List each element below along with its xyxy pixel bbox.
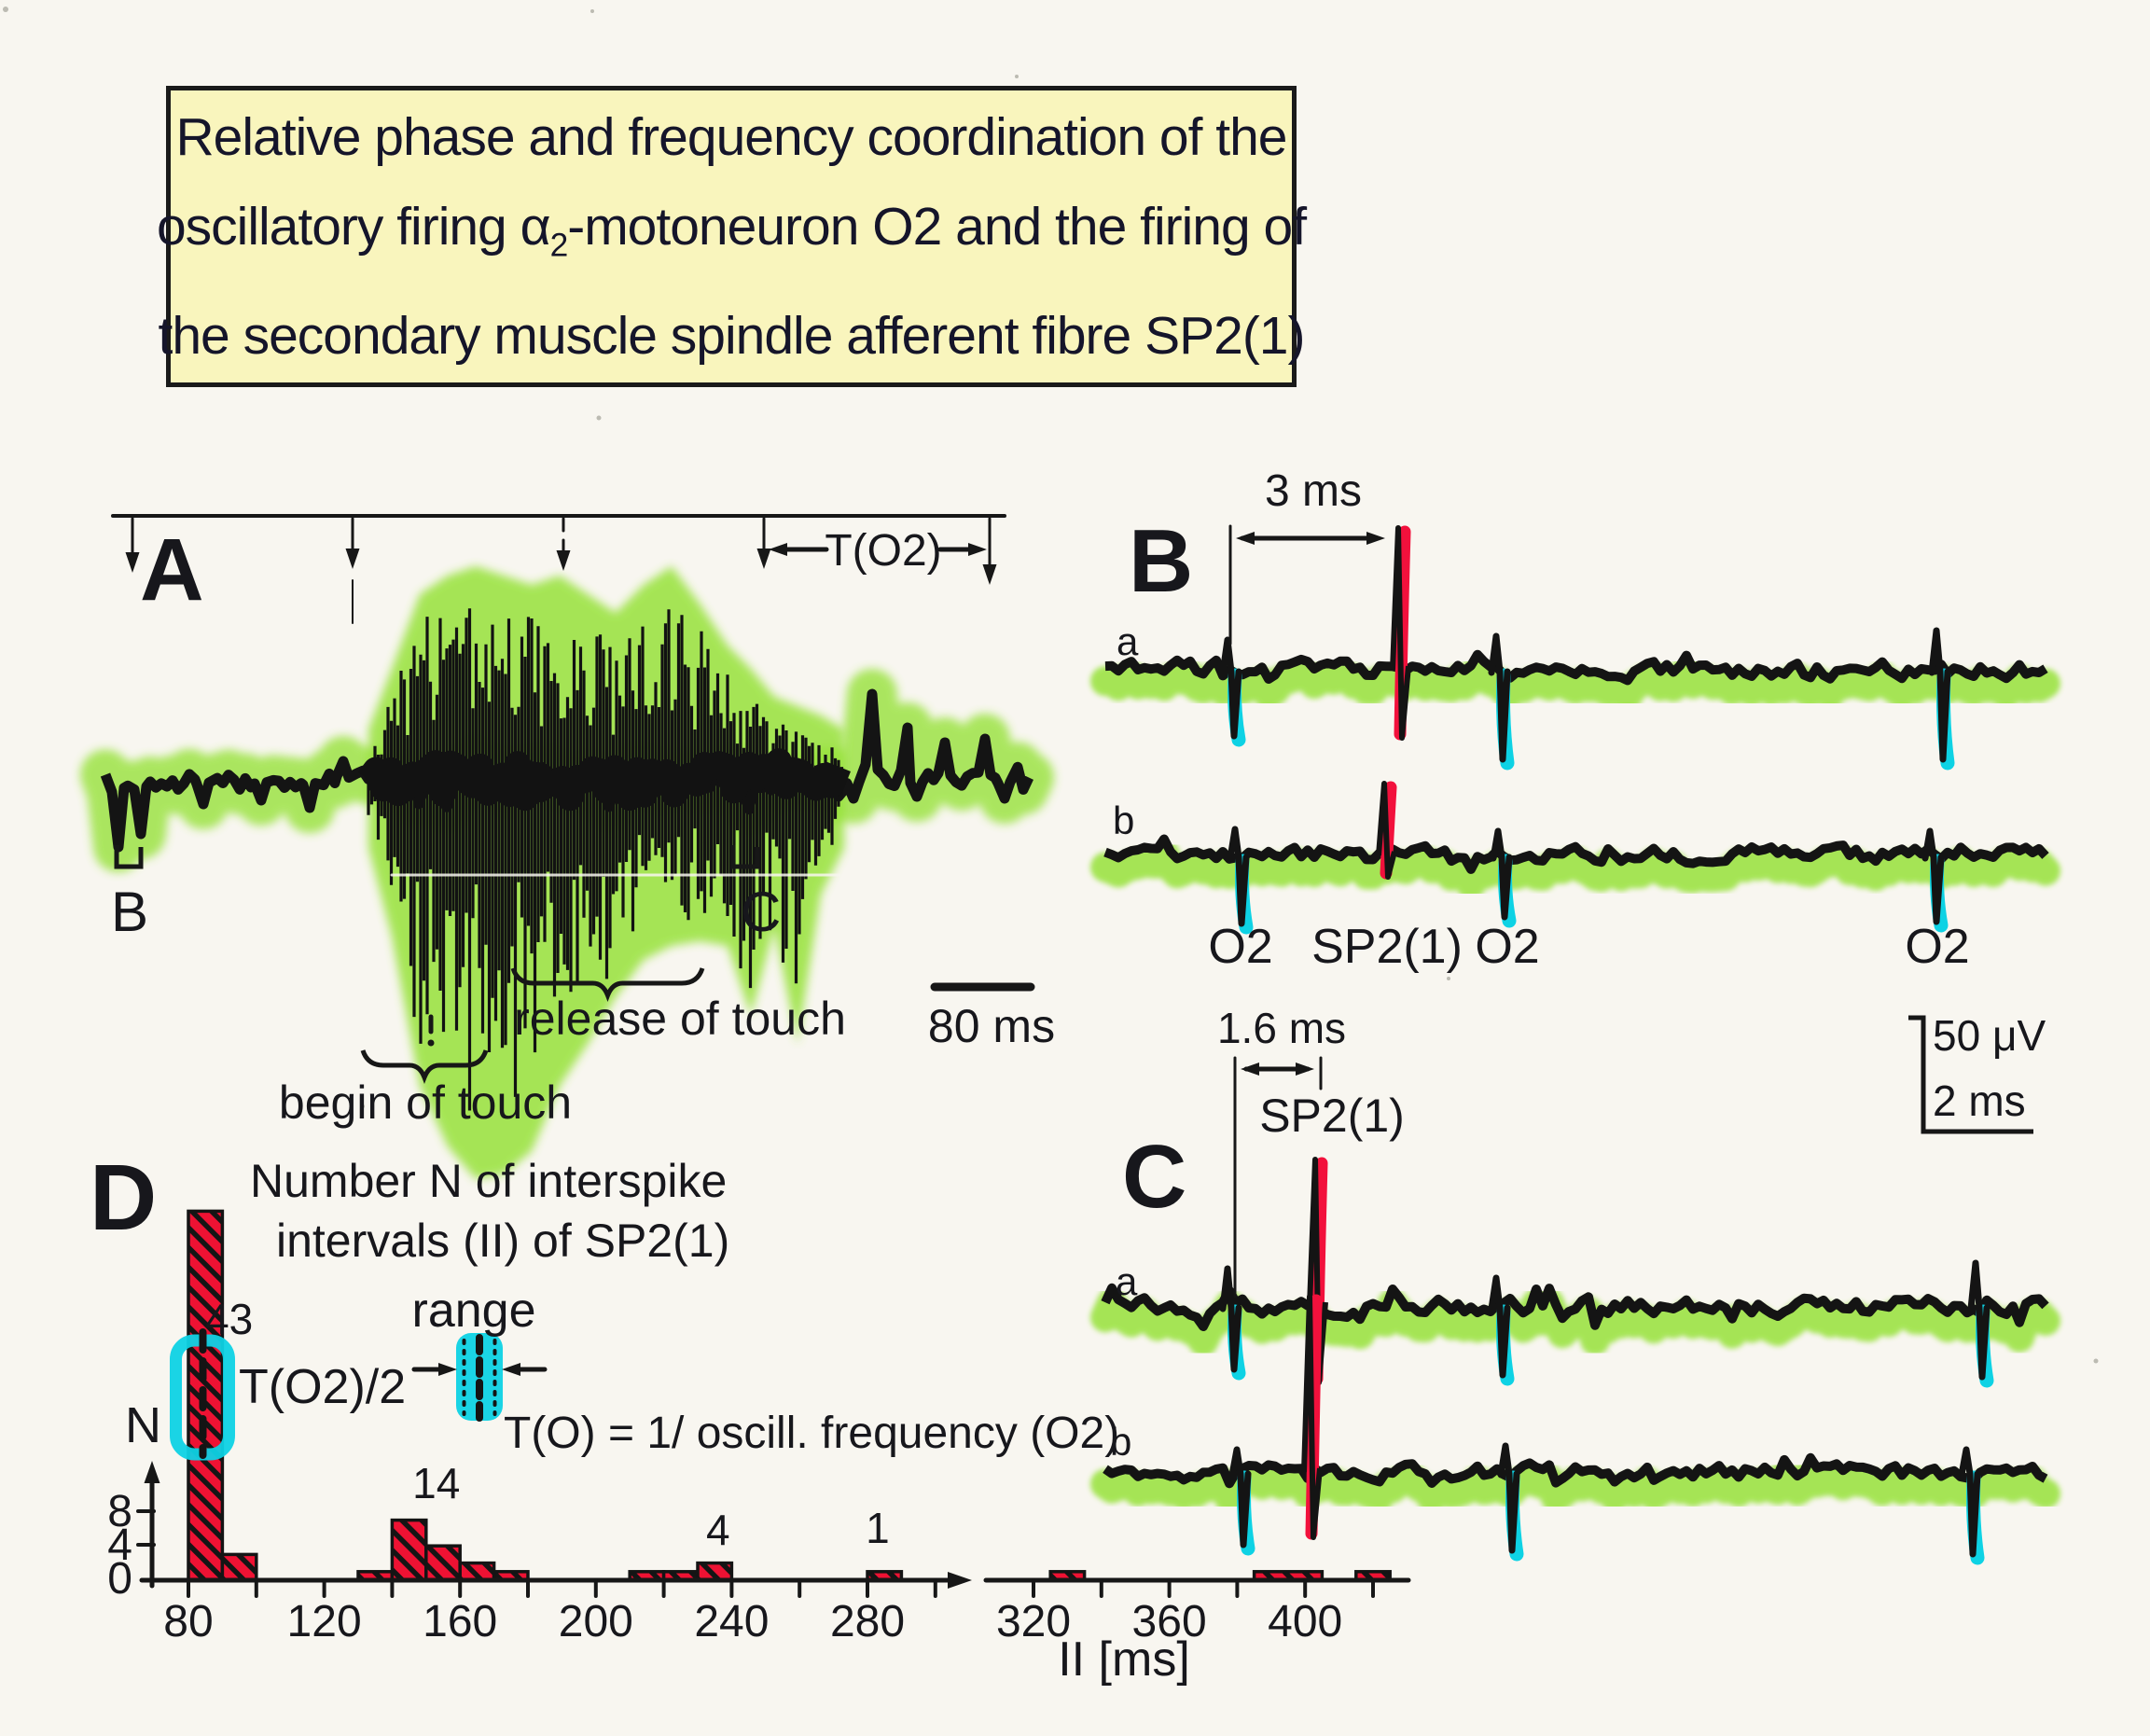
x-tick-label-120: 120 — [286, 1597, 362, 1646]
begin-of-touch-label: begin of touch — [278, 1076, 573, 1129]
title-box: Relative phase and frequency coordinatio… — [157, 86, 1307, 387]
range-label: range — [411, 1284, 536, 1338]
peak-count-14: 14 — [412, 1459, 461, 1507]
panel-c-label: C — [1122, 1127, 1187, 1227]
peak-count-43: 43 — [205, 1295, 254, 1343]
spike-label-o2-3: O2 — [1905, 920, 1970, 974]
oscillation-formula-label: T(O) = 1/ oscill. frequency (O2) — [504, 1409, 1120, 1458]
segment-c-marker-label: C — [741, 881, 782, 943]
half-period-label: T(O2)/2 — [239, 1360, 407, 1414]
segment-b-marker-label: B — [111, 881, 149, 943]
histogram-title-line-2: intervals (II) of SP2(1) — [276, 1215, 730, 1267]
panel-b-label: B — [1129, 511, 1194, 611]
interval-1-6ms-label: 1.6 ms — [1216, 1004, 1347, 1052]
panel-a-label: A — [140, 521, 204, 619]
title-line-3: the secondary muscle spindle afferent fi… — [158, 305, 1306, 366]
y-tick-8: 8 — [107, 1487, 132, 1536]
spike-label-o2-2: O2 — [1475, 920, 1540, 974]
x-tick-label-280: 280 — [829, 1597, 906, 1646]
y-axis-name: N — [125, 1397, 161, 1453]
x-tick-label-80: 80 — [163, 1597, 214, 1646]
panel-d-label: D — [90, 1146, 158, 1250]
afferent-sp21-label: SP2(1) — [1259, 1090, 1405, 1142]
title-line-1: Relative phase and frequency coordinatio… — [175, 107, 1288, 168]
interval-3ms-label: 3 ms — [1264, 466, 1363, 516]
period-t-o2-label: T(O2) — [825, 526, 942, 576]
peak-count-4: 4 — [706, 1506, 730, 1554]
time-scale-2ms-label: 2 ms — [1933, 1076, 2026, 1125]
voltage-scale-label: 50 μV — [1933, 1011, 2046, 1060]
x-tick-label-200: 200 — [558, 1597, 633, 1646]
trace-b-label-b: b — [1113, 799, 1135, 842]
peak-count-1: 1 — [866, 1504, 890, 1552]
y-tick-4: 4 — [107, 1521, 132, 1570]
title-line-2: oscillatory firing α2-motoneuron O2 and … — [156, 197, 1307, 264]
x-axis-name: II [ms] — [1058, 1632, 1190, 1687]
x-tick-label-240: 240 — [694, 1597, 770, 1646]
trace-b-label-c: b — [1110, 1420, 1132, 1464]
release-of-touch-label: release of touch — [514, 993, 846, 1045]
y-tick-0: 0 — [107, 1554, 132, 1604]
x-tick-label-360: 360 — [1131, 1597, 1207, 1646]
histogram-title-line-1: Number N of interspike — [250, 1155, 728, 1207]
spike-label-o2-1: O2 — [1208, 920, 1273, 974]
time-scale-80ms-label: 80 ms — [927, 1000, 1056, 1052]
x-tick-label-160: 160 — [423, 1597, 498, 1646]
spike-label-sp21: SP2(1) — [1311, 920, 1463, 974]
x-tick-label-400: 400 — [1268, 1597, 1343, 1646]
trace-a-label-b: a — [1117, 619, 1139, 663]
trace-a-label-c: a — [1116, 1259, 1138, 1303]
x-tick-label-320: 320 — [995, 1597, 1072, 1646]
